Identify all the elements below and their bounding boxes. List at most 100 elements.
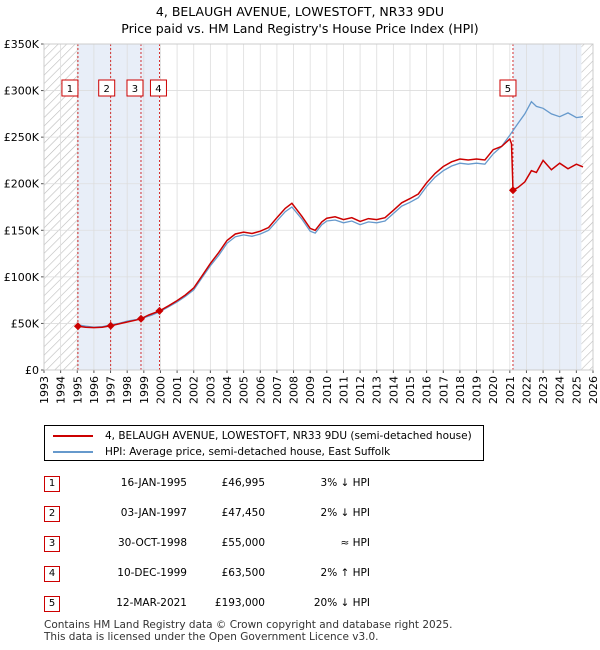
x-tick-label: 2021 <box>504 376 517 404</box>
x-tick-label: 2007 <box>271 376 284 404</box>
transaction-price: £47,450 <box>221 507 265 519</box>
sale-marker <box>106 321 115 330</box>
x-tick-label: 2010 <box>321 376 334 404</box>
plot-border <box>43 43 594 371</box>
y-axis-ticks: £0 £50K £100K £150K £200K £250K £300K £350K <box>4 38 44 377</box>
sale-label-text: 2 <box>104 84 110 95</box>
transaction-price: £63,500 <box>221 567 265 579</box>
sale-labels: 1 2 3 4 5 <box>61 79 517 97</box>
x-tick-label: 2017 <box>437 376 450 404</box>
x-tick-label: 1993 <box>38 376 51 404</box>
price-chart: 1 2 3 4 5 £0 £50K £100K £150K £200K £250K £300K £35… <box>4 38 600 404</box>
sale-label-frame <box>61 79 79 97</box>
transaction-date: 03-JAN-1997 <box>120 507 187 519</box>
transaction-row: 2 03-JAN-1997 £47,450 2% ↓ HPI <box>0 506 600 526</box>
sale-marker <box>136 314 145 323</box>
x-tick-label: 2002 <box>188 376 201 404</box>
x-tick-label: 2025 <box>570 376 583 404</box>
transaction-date: 30-OCT-1998 <box>118 537 187 549</box>
x-tick-label: 2000 <box>154 376 167 404</box>
x-tick-label: 2014 <box>387 376 400 404</box>
sale-label-box: 3 <box>126 79 144 97</box>
transaction-number: 4 <box>44 566 60 582</box>
transaction-date: 10-DEC-1999 <box>117 567 187 579</box>
x-tick-label: 2008 <box>288 376 301 404</box>
footer-license: This data is licensed under the Open Gov… <box>44 631 379 643</box>
x-tick-label: 2018 <box>454 376 467 404</box>
x-tick-label: 1995 <box>71 376 84 404</box>
y-tick-label: £0 <box>25 364 39 377</box>
chart-title: 4, BELAUGH AVENUE, LOWESTOFT, NR33 9DU <box>155 4 445 19</box>
sale-label-box: 2 <box>98 79 116 97</box>
sale-label-box: 1 <box>61 79 79 97</box>
y-tick-label: £50K <box>11 317 40 330</box>
x-tick-label: 2023 <box>537 376 550 404</box>
y-tick-label: £200K <box>4 178 40 191</box>
hatched-region <box>581 44 593 370</box>
footer: Contains HM Land Registry data © Crown c… <box>44 619 452 643</box>
sale-markers <box>73 186 517 331</box>
y-tick-label: £300K <box>4 85 40 98</box>
x-tick-label: 2020 <box>487 376 500 404</box>
legend-hpi-label: HPI: Average price, semi-detached house,… <box>105 446 391 458</box>
x-tick-label: 2006 <box>254 376 267 404</box>
sale-label-text: 3 <box>132 84 138 95</box>
x-tick-label: 2004 <box>221 376 234 404</box>
legend-hpi: HPI: Average price, semi-detached house,… <box>53 444 390 460</box>
transaction-hpi: 2% ↓ HPI <box>320 507 370 519</box>
transaction-price: £193,000 <box>214 597 265 609</box>
x-tick-label: 2012 <box>354 376 367 404</box>
transaction-row: 3 30-OCT-1998 £55,000 ≈ HPI <box>0 536 600 556</box>
y-tick-label: £150K <box>4 224 40 237</box>
legend: 4, BELAUGH AVENUE, LOWESTOFT, NR33 9DU (… <box>44 425 484 461</box>
legend-price-label: 4, BELAUGH AVENUE, LOWESTOFT, NR33 9DU (… <box>105 430 472 442</box>
sale-label-text: 1 <box>67 84 73 95</box>
legend-price: 4, BELAUGH AVENUE, LOWESTOFT, NR33 9DU (… <box>53 428 472 444</box>
transaction-hpi: 20% ↓ HPI <box>313 597 370 609</box>
x-tick-label: 2016 <box>421 376 434 404</box>
transaction-number: 3 <box>44 536 60 552</box>
y-tick-label: £250K <box>4 131 40 144</box>
transaction-number: 2 <box>44 506 60 522</box>
x-tick-label: 2003 <box>204 376 217 404</box>
x-tick-label: 2005 <box>238 376 251 404</box>
y-tick-label: £350K <box>4 38 40 51</box>
x-tick-label: 2001 <box>171 376 184 404</box>
transaction-number: 5 <box>44 596 60 612</box>
transaction-hpi: ≈ HPI <box>340 537 370 549</box>
transaction-number: 1 <box>44 476 60 492</box>
sale-marker <box>508 186 517 195</box>
transaction-hpi: 2% ↑ HPI <box>320 567 370 579</box>
transaction-price: £46,995 <box>221 477 265 489</box>
sale-label-box: 5 <box>499 79 517 97</box>
x-axis-ticks: 1993 1994 1995 1996 1997 1998 1999 2000 2001 2002… <box>38 370 600 404</box>
transaction-date: 12-MAR-2021 <box>116 597 187 609</box>
x-tick-label: 1994 <box>55 376 68 404</box>
x-tick-label: 2015 <box>404 376 417 404</box>
x-tick-label: 2011 <box>337 376 350 404</box>
sale-label-box: 4 <box>149 79 167 97</box>
transaction-price: £55,000 <box>221 537 265 549</box>
x-tick-label: 2013 <box>371 376 384 404</box>
sale-label-frame <box>499 79 517 97</box>
sale-label-text: 4 <box>155 84 161 95</box>
sale-label-frame <box>98 79 116 97</box>
transaction-hpi: 3% ↓ HPI <box>320 477 370 489</box>
sale-marker <box>73 322 82 331</box>
sale-period-shade <box>512 44 582 370</box>
x-tick-label: 2024 <box>554 376 567 404</box>
x-tick-label: 2022 <box>520 376 533 404</box>
x-tick-label: 1997 <box>105 376 118 404</box>
transaction-row: 4 10-DEC-1999 £63,500 2% ↑ HPI <box>0 566 600 586</box>
x-tick-label: 1998 <box>121 376 134 404</box>
hpi-series-line <box>77 100 584 328</box>
footer-copyright: Contains HM Land Registry data © Crown c… <box>44 619 453 631</box>
x-tick-label: 1996 <box>88 376 101 404</box>
y-tick-label: £100K <box>4 271 40 284</box>
x-tick-label: 2026 <box>587 376 600 404</box>
chart-subtitle: Price paid vs. HM Land Registry's House … <box>121 21 479 36</box>
sale-period-shade <box>77 44 160 370</box>
x-tick-label: 1999 <box>138 376 151 404</box>
sale-label-frame <box>126 79 144 97</box>
transaction-date: 16-JAN-1995 <box>120 477 187 489</box>
